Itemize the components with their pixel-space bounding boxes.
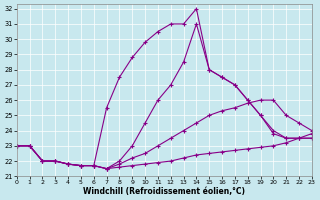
X-axis label: Windchill (Refroidissement éolien,°C): Windchill (Refroidissement éolien,°C) xyxy=(83,187,245,196)
